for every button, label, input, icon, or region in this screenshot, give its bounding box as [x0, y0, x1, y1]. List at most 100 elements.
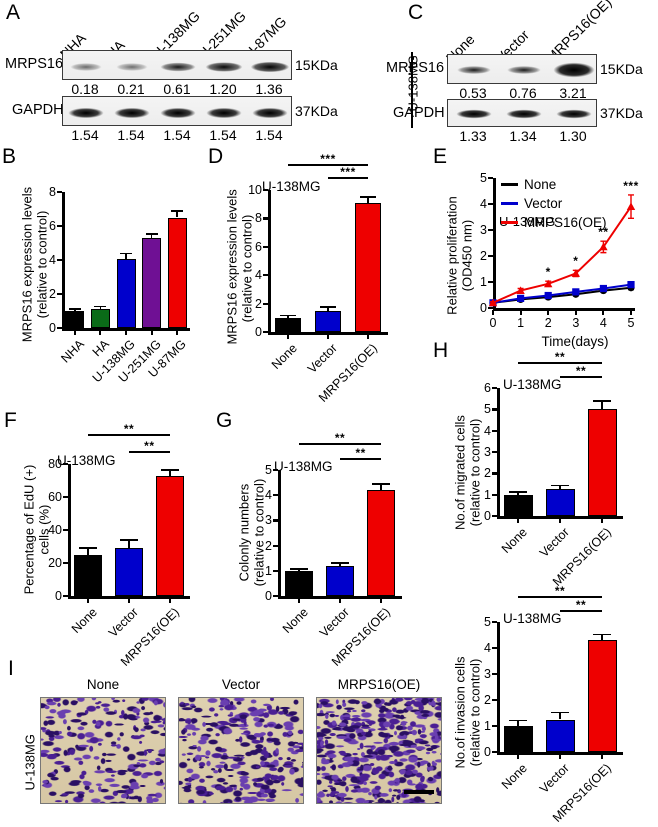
panel-h-y-tick-label: 1 — [484, 487, 491, 502]
panel-b-label: B — [2, 145, 17, 168]
panel-e-legend-item: Vector — [501, 194, 607, 213]
panel-c-cellline-bracket — [411, 52, 413, 128]
panel-h-bar — [587, 409, 617, 516]
panel-g-x-tick — [297, 598, 300, 603]
panel-f-bar — [115, 548, 143, 596]
panel-d-y-tick-label: 4 — [255, 268, 262, 283]
panel-hb-annotation: U-138MG — [503, 611, 562, 626]
panel-hb-y-tick-label: 1 — [484, 719, 491, 733]
panel-b-y-axis — [62, 192, 65, 329]
panel-hb-significance-line — [518, 596, 602, 598]
panel-f-error-cap — [120, 539, 138, 541]
panel-hb-y-tick-label: 2 — [484, 693, 491, 707]
panel-i-image-title: Vector — [221, 677, 261, 692]
panel-e-significance-mark: ** — [598, 225, 609, 240]
panel-f-y-tick — [63, 529, 68, 532]
panel-f-error-bar — [168, 468, 171, 477]
panel-hb-bar — [587, 640, 617, 752]
panel-g-y-tick-label: 3 — [265, 513, 272, 528]
panel-b-y-tick — [57, 225, 62, 228]
panel-e-x-tick — [492, 310, 494, 315]
panel-g: G Colonly numbers (relative to control) … — [212, 410, 427, 669]
panel-i: I U-138MG None Vector MRPS16(OE) — [0, 655, 442, 817]
panel-h-annotation: U-138MG — [503, 377, 562, 392]
panel-e-y-tick-label: 5 — [480, 171, 487, 185]
panel-e-legend-label: Vector — [524, 196, 563, 211]
panel-a-quant-value: 1.36 — [255, 81, 283, 97]
panel-c-blot-mrps16 — [447, 54, 597, 84]
panel-g-y-axis — [278, 470, 281, 597]
panel-a-row1-protein: GAPDH — [12, 102, 64, 118]
panel-hb-error-cap — [508, 719, 528, 722]
panel-hb-y-tick — [492, 621, 497, 624]
panel-d-annotation: U-138MG — [262, 179, 321, 194]
panel-h-label: H — [433, 339, 449, 362]
panel-f-significance-line — [129, 451, 170, 453]
panel-e-x-tick-label: 3 — [572, 316, 580, 330]
panel-d-error-bar — [327, 305, 329, 312]
panel-h-y-tick — [492, 387, 497, 390]
panel-hb-y-tick-label: 3 — [484, 667, 491, 681]
panel-b-y-tick-label: 0 — [49, 321, 56, 335]
panel-h-significance-line — [518, 362, 602, 364]
panel-d-significance-line — [328, 177, 368, 179]
panel-g-bar — [284, 570, 313, 596]
panel-e-significance-mark: *** — [623, 178, 639, 193]
panel-hb-x-tick — [601, 754, 603, 759]
panel-i-micrograph — [178, 697, 304, 804]
panel-f-x-tick — [128, 598, 130, 603]
panel-h-error-bar — [601, 400, 603, 410]
panel-e-x-tick — [602, 310, 605, 315]
panel-e-x-tick — [630, 310, 632, 315]
panel-d-significance-line — [288, 164, 368, 166]
panel-f-y-tick — [63, 595, 68, 598]
panel-hb-error-cap — [592, 633, 612, 636]
panel-f-y-tick — [63, 562, 68, 565]
panel-c-row1-protein: GAPDH — [393, 105, 445, 121]
panel-i-micrograph — [316, 697, 442, 804]
panel-b-x-tick — [73, 330, 76, 335]
panel-h-error-cap — [508, 490, 528, 493]
panel-f-error-bar — [87, 547, 90, 555]
panel-c: C U-138MG None Vector MRPS16(OE) MRPS16 15… — [386, 0, 658, 148]
panel-e-legend-item: None — [501, 175, 607, 194]
panel-hb-y-tick — [492, 647, 497, 650]
panel-g-x-axis — [278, 596, 402, 599]
panel-g-y-tick — [273, 494, 278, 497]
panel-h-y-axis — [497, 388, 500, 517]
panel-a-row0-protein: MRPS16 — [5, 56, 64, 72]
panel-e-y-tick-label: 2 — [480, 249, 487, 263]
panel-d-error-cap — [319, 305, 337, 308]
panel-hb-y-tick — [492, 699, 497, 702]
panel-d-label: D — [208, 145, 224, 168]
panel-g-y-tick — [273, 569, 278, 572]
panel-e-x-tick — [519, 310, 522, 315]
panel-e-annotation: U-138MG — [499, 214, 556, 229]
panel-e-y-axis — [493, 178, 496, 309]
panel-hb-y-axis — [497, 622, 500, 753]
panel-d-y-tick-label: 10 — [248, 183, 262, 197]
panel-hb-error-cap — [550, 711, 570, 714]
panel-i-label: I — [8, 657, 14, 680]
panel-a-quant-value: 1.54 — [209, 127, 237, 143]
panel-b-y-tick — [57, 191, 62, 194]
panel-e-y-tick — [488, 203, 493, 205]
panel-i-images: None Vector MRPS16(OE) — [0, 655, 442, 817]
panel-f-error-cap — [160, 468, 179, 471]
panel-b-y-tick-label: 6 — [49, 219, 56, 233]
panel-h-error-bar — [559, 484, 561, 490]
panel-f-y-tick-label: 60 — [48, 490, 62, 504]
panel-d-error-cap — [359, 196, 377, 199]
panel-hb-bar — [503, 726, 533, 752]
panel-a-blot-mrps16 — [62, 50, 292, 80]
panel-e-x-tick-label: 4 — [599, 316, 607, 330]
panel-g-significance-mark: ** — [355, 446, 366, 460]
panel-e-y-tick — [488, 177, 493, 179]
panel-e-label: E — [433, 145, 448, 168]
panel-a-quant-value: 0.18 — [71, 81, 99, 97]
panel-b-bar — [116, 259, 136, 328]
panel-c-quant-value: 3.21 — [559, 85, 587, 101]
panel-e-x-axis-label: Time(days) — [541, 334, 609, 349]
panel-c-quant-value: 1.30 — [559, 128, 587, 144]
panel-hb-y-tick — [492, 673, 497, 676]
